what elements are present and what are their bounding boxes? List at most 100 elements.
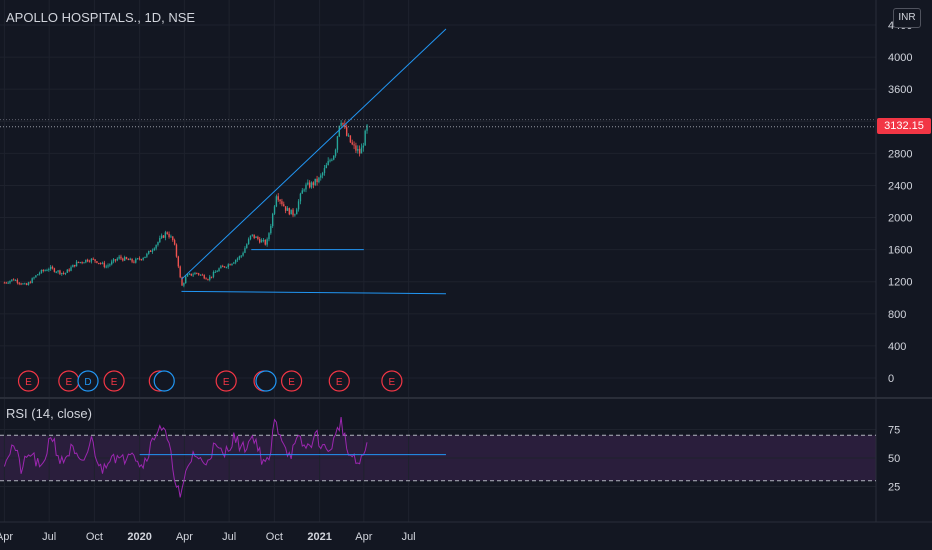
candle-body xyxy=(246,244,248,249)
candle-body xyxy=(175,244,178,257)
candle-body xyxy=(74,264,76,267)
candle-body xyxy=(149,250,152,252)
price-axis-tick-label: 400 xyxy=(888,341,906,353)
candle-body xyxy=(16,280,19,283)
candle-body xyxy=(257,236,259,240)
candle-body xyxy=(201,274,204,276)
candle-body xyxy=(33,277,35,279)
candle-body xyxy=(111,261,113,265)
candle-body xyxy=(7,282,9,284)
candle-body xyxy=(96,261,98,263)
candle-body xyxy=(157,242,159,245)
candle-body xyxy=(270,226,272,234)
candle-body xyxy=(240,255,242,257)
candle-body xyxy=(66,269,69,273)
candle-body xyxy=(55,271,57,273)
candle-body xyxy=(308,182,311,188)
candle-body xyxy=(242,252,244,256)
candle-body xyxy=(59,270,61,274)
candle-body xyxy=(199,274,202,276)
candle-body xyxy=(229,264,231,266)
candle-body xyxy=(172,236,174,241)
candle-body xyxy=(136,258,139,260)
price-axis-tick-label: 1200 xyxy=(888,277,912,289)
symbol-title: APOLLO HOSPITALS., 1D, NSE xyxy=(6,10,196,25)
time-axis-tick-label: 2020 xyxy=(127,531,151,543)
candle-body xyxy=(271,213,274,227)
candle-body xyxy=(297,201,300,210)
candle-body xyxy=(220,266,222,269)
candle-body xyxy=(40,269,43,273)
earnings-event-icon[interactable]: E xyxy=(17,370,40,392)
candle-body xyxy=(283,204,285,207)
candle-body xyxy=(42,269,44,271)
candle-body xyxy=(85,259,87,263)
candle-body xyxy=(238,256,241,259)
candle-body xyxy=(366,125,368,131)
candle-body xyxy=(51,266,54,269)
candle-body xyxy=(212,272,215,277)
candle-body xyxy=(3,282,6,284)
candle-body xyxy=(259,239,261,243)
earnings-event-icon[interactable]: E xyxy=(381,370,403,392)
earnings-event-icon[interactable]: E xyxy=(58,370,80,392)
candle-body xyxy=(185,276,187,284)
candle-body xyxy=(188,273,191,275)
candle-body xyxy=(360,147,363,154)
time-axis-tick-label: Oct xyxy=(266,531,283,543)
candle-body xyxy=(344,124,346,128)
price-axis-tick-label: 0 xyxy=(888,373,894,385)
candle-body xyxy=(62,272,65,274)
candle-body xyxy=(333,155,335,160)
event-label: E xyxy=(25,377,32,388)
earnings-event-icon[interactable]: E xyxy=(280,370,303,392)
dividend-event-icon[interactable]: D xyxy=(77,370,99,392)
candle-body xyxy=(223,266,226,268)
candle-body xyxy=(162,235,165,238)
candle-body xyxy=(94,259,96,262)
rsi-axis-tick-label: 25 xyxy=(888,482,900,494)
candle-body xyxy=(29,282,32,284)
earnings-event-icon[interactable]: E xyxy=(328,370,350,392)
candle-body xyxy=(109,264,111,266)
time-axis-tick-label: Jul xyxy=(42,531,56,543)
dividend-event-icon[interactable] xyxy=(255,370,277,392)
candle-body xyxy=(48,269,50,271)
candle-body xyxy=(148,250,150,254)
candle-body xyxy=(281,201,283,205)
dividend-event-icon[interactable] xyxy=(153,370,175,392)
event-label: E xyxy=(336,377,343,388)
rsi-indicator-title[interactable]: RSI (14, close) xyxy=(6,406,92,421)
currency-button[interactable]: INR xyxy=(893,8,921,28)
candle-body xyxy=(316,178,318,183)
candle-body xyxy=(323,168,326,173)
candle-body xyxy=(181,277,183,286)
candle-body xyxy=(116,258,118,261)
candle-body xyxy=(329,160,331,162)
rsi-line xyxy=(3,417,368,498)
candle-body xyxy=(105,266,107,268)
candle-body xyxy=(312,182,315,185)
candle-body xyxy=(14,280,17,282)
candle-body xyxy=(214,271,217,273)
price-axis-tick-label: 800 xyxy=(888,309,906,321)
candle-body xyxy=(46,270,48,272)
candle-body xyxy=(247,239,250,245)
earnings-event-icon[interactable]: E xyxy=(215,370,237,392)
candle-body xyxy=(362,145,365,148)
earnings-event-icon[interactable]: E xyxy=(103,370,125,392)
candle-body xyxy=(31,278,33,283)
candle-body xyxy=(57,270,59,272)
candle-body xyxy=(251,234,254,236)
candle-body xyxy=(197,273,200,275)
candle-body xyxy=(179,266,181,278)
candle-body xyxy=(61,272,63,274)
event-label: E xyxy=(288,377,295,388)
candle-body xyxy=(307,182,309,185)
candle-body xyxy=(9,280,11,283)
event-label: E xyxy=(223,377,230,388)
rsi-axis-tick-label: 75 xyxy=(888,425,900,437)
candle-body xyxy=(275,196,278,207)
candle-body xyxy=(35,275,37,278)
